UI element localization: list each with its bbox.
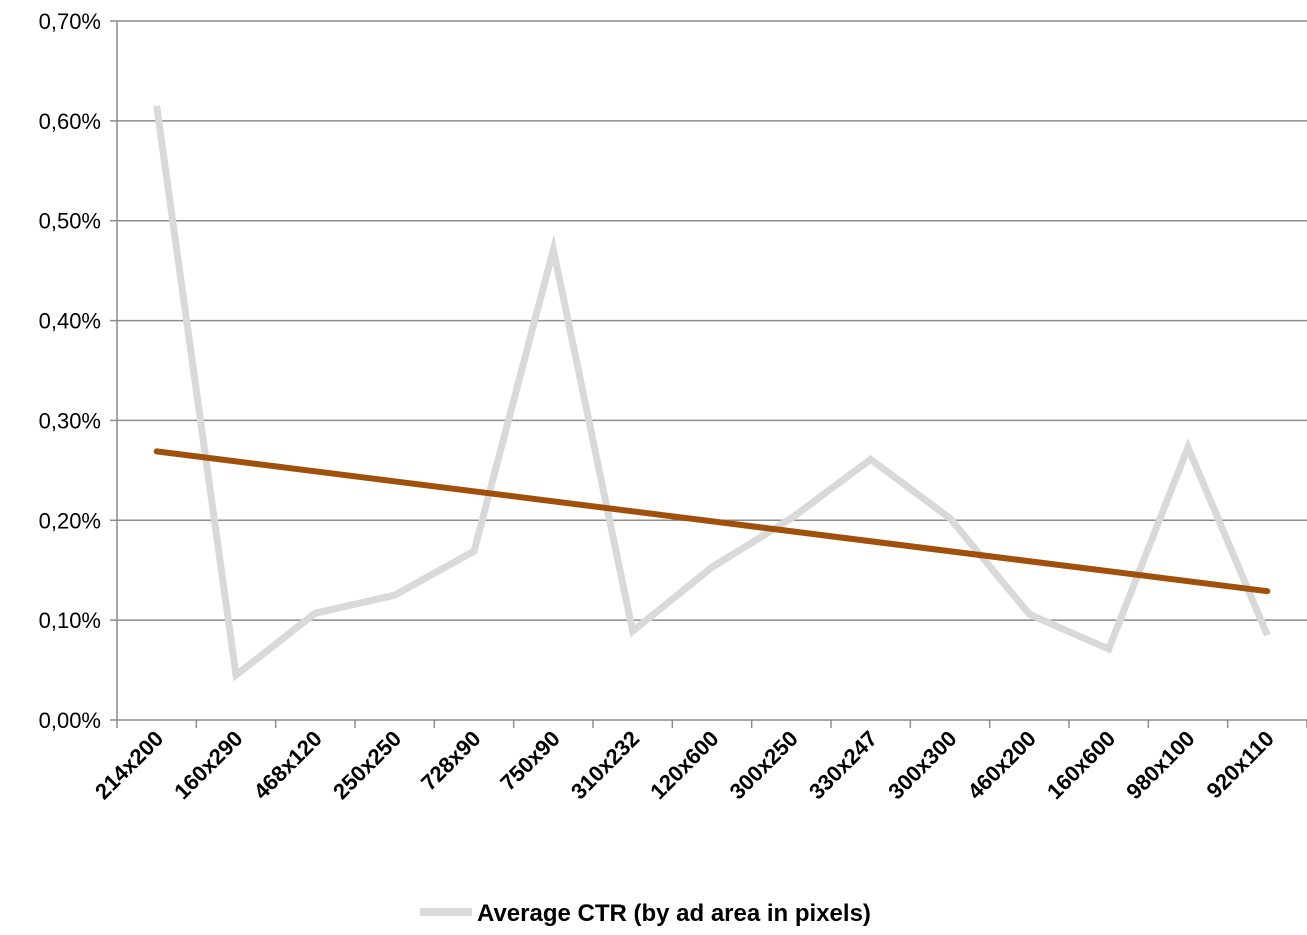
x-tick-label: 160x290: [169, 726, 247, 804]
x-tick-label: 750x90: [495, 726, 565, 796]
x-tick-label: 250x250: [328, 726, 406, 804]
x-tick-label: 214x200: [90, 726, 168, 804]
y-axis-tick-labels: 0,00% 0,10% 0,20% 0,30% 0,40% 0,50% 0,60% 0,70%: [39, 9, 101, 733]
axes: [110, 21, 1307, 728]
y-tick-label: 0,40%: [39, 309, 101, 334]
y-tick-label: 0,60%: [39, 109, 101, 134]
y-tick-label: 0,20%: [39, 508, 101, 533]
y-tick-label: 0,30%: [39, 408, 101, 433]
x-tick-label: 300x250: [725, 726, 803, 804]
series-lines: [157, 106, 1268, 675]
y-tick-label: 0,50%: [39, 209, 101, 234]
y-tick-label: 0,10%: [39, 608, 101, 633]
x-tick-label: 310x232: [566, 726, 644, 804]
legend-label: Average CTR (by ad area in pixels): [477, 900, 871, 927]
x-tick-label: 120x600: [645, 726, 723, 804]
x-tick-label: 330x247: [804, 726, 882, 804]
x-tick-label: 468x120: [249, 726, 327, 804]
y-tick-label: 0,00%: [39, 708, 101, 733]
x-tick-label: 160x600: [1042, 726, 1120, 804]
series-line: [157, 106, 1268, 675]
x-tick-label: 980x100: [1121, 726, 1199, 804]
x-tick-label: 460x200: [963, 726, 1041, 804]
y-tick-label: 0,70%: [39, 9, 101, 34]
x-tick-label: 728x90: [416, 726, 486, 796]
gridlines: [117, 21, 1307, 620]
x-tick-label: 300x300: [883, 726, 961, 804]
x-tick-label: 920x110: [1201, 726, 1278, 803]
legend: Average CTR (by ad area in pixels): [420, 900, 871, 927]
